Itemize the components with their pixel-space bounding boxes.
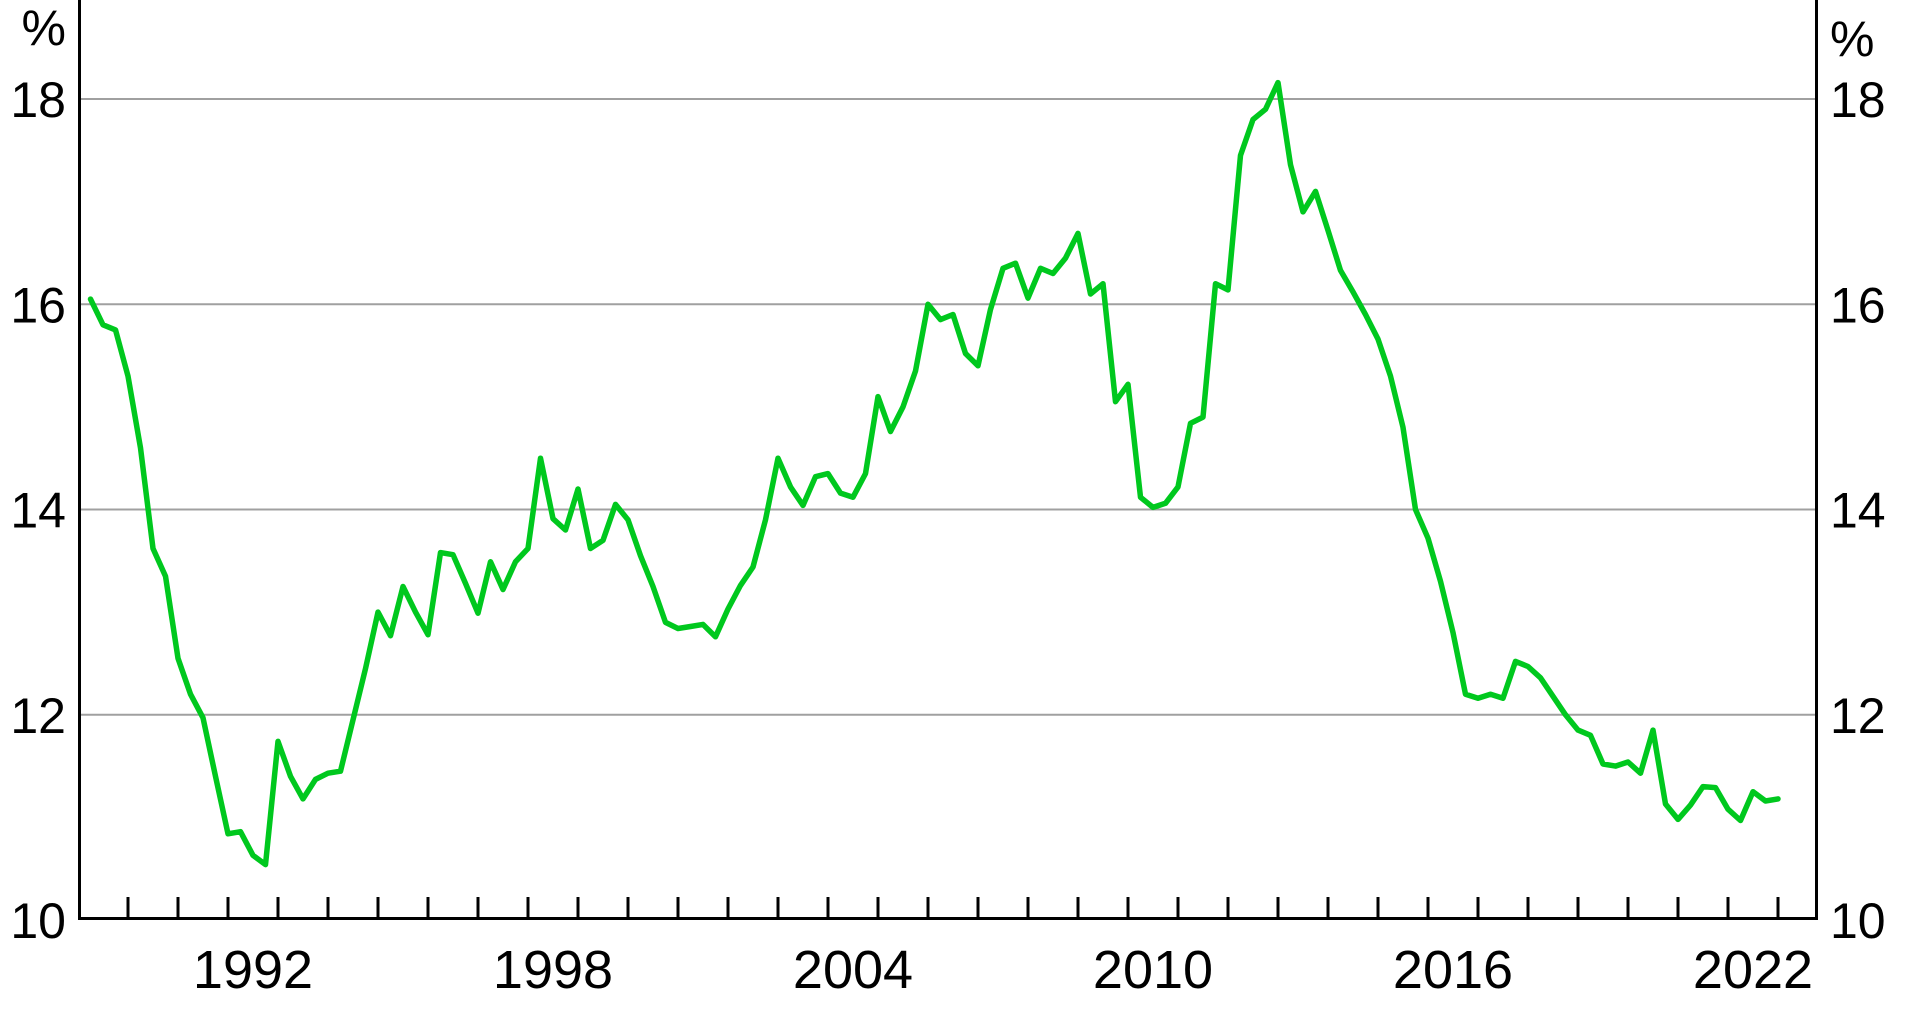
y-tick-label-left: 10	[10, 893, 66, 949]
x-year-label: 2016	[1393, 940, 1513, 1000]
y-tick-label-left: 12	[10, 688, 66, 744]
y-tick-label-left: 16	[10, 277, 66, 333]
x-year-label: 1998	[493, 940, 613, 1000]
y-tick-label-right: 16	[1830, 277, 1886, 333]
percent-label-left: %	[22, 0, 66, 56]
percent-label-right: %	[1830, 11, 1874, 67]
y-tick-label-left: 14	[10, 483, 66, 539]
x-year-label: 2004	[793, 940, 913, 1000]
y-tick-label-right: 12	[1830, 688, 1886, 744]
x-year-label: 2022	[1693, 940, 1813, 1000]
y-tick-label-right: 18	[1830, 72, 1886, 128]
data-line	[87, 79, 1781, 868]
y-tick-label-left: 18	[10, 72, 66, 128]
y-tick-label-right: 14	[1830, 483, 1886, 539]
x-year-label: 2010	[1093, 940, 1213, 1000]
x-year-label: 1992	[193, 940, 313, 1000]
y-tick-label-right: 10	[1830, 893, 1886, 949]
